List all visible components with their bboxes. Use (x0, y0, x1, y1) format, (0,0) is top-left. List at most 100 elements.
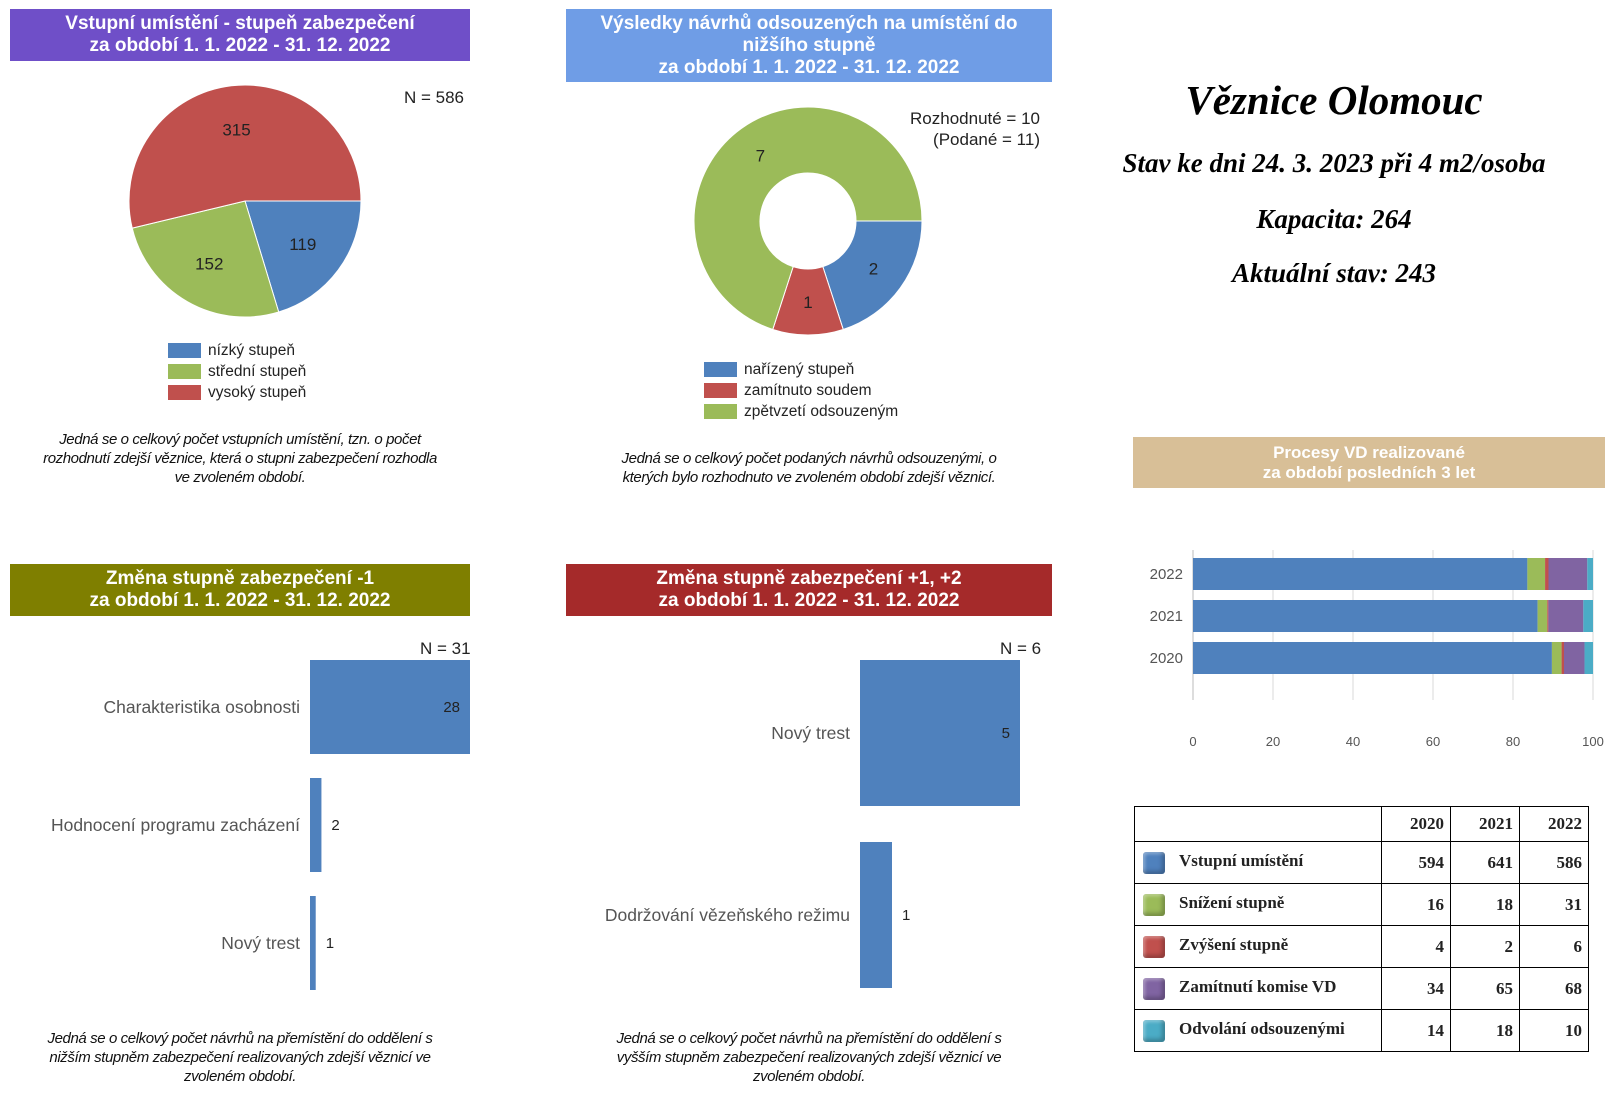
x-tick-label: 20 (1266, 734, 1280, 749)
legend-item-low: nízký stupeň (168, 340, 306, 361)
lower-degree-donut-chart: 2 1 7 (693, 106, 923, 336)
stacked-bar-segment (1193, 642, 1552, 674)
change-minus-note-line3: zvoleném období. (183, 1068, 296, 1085)
lower-degree-title-line2: nižšího stupně (742, 34, 876, 56)
change-minus-title: Změna stupně zabezpečení -1 za období 1.… (10, 564, 470, 616)
table-row-label-text: Zamítnutí komise VD (1179, 977, 1337, 997)
stacked-bar-segment (1193, 558, 1528, 590)
change-plus-title-line1: Změna stupně zabezpečení +1, +2 (656, 568, 962, 589)
change-plus-note-line2: vyšším stupněm zabezpečení realizovaných… (616, 1049, 1002, 1066)
entry-placement-title-line1: Vstupní umístění - stupeň zabezpečení (65, 13, 415, 34)
bar (310, 778, 322, 872)
bar (860, 660, 1020, 806)
green-square-icon (1143, 893, 1165, 916)
entry-placement-note-line3: ve zvoleném období. (174, 469, 306, 486)
legend-swatch-low (168, 343, 201, 358)
x-tick-label: 40 (1346, 734, 1360, 749)
pie-data-label: 1 (803, 293, 812, 312)
vd-processes-title: Procesy VD realizované za období posledn… (1133, 437, 1605, 488)
legend-label-ordered: nařízený stupeň (744, 360, 855, 378)
x-tick-label: 80 (1506, 734, 1520, 749)
entry-placement-note-line2: rozhodnutí zdejší věznice, která o stupn… (43, 450, 437, 467)
table-row-label-text: Zvýšení stupně (1179, 935, 1289, 955)
bar (310, 660, 470, 754)
table-row: Zamítnutí komise VD 34 65 68 (1134, 967, 1589, 1010)
lower-degree-note-line1: Jedná se o celkový počet podaných návrhů… (621, 450, 997, 467)
bar-category-label: Nový trest (221, 933, 300, 953)
bar (860, 842, 892, 988)
legend-item-ordered: nařízený stupeň (704, 359, 898, 380)
bar-category-label: Charakteristika osobnosti (104, 697, 300, 717)
pie-data-label: 152 (195, 254, 223, 273)
stacked-bar-segment (1561, 642, 1564, 674)
y-category-label: 2021 (1150, 608, 1183, 625)
change-plus-n-label: N = 6 (1000, 639, 1042, 658)
red-square-icon (1143, 935, 1165, 958)
pie-data-label: 7 (756, 146, 765, 165)
legend-label-rejected: zamítnuto soudem (744, 381, 872, 399)
legend-label-withdrawn: zpětvzetí odsouzeným (744, 402, 899, 420)
table-header-row: 2020 2021 2022 (1134, 806, 1589, 842)
table-header-empty (1134, 806, 1382, 842)
table-row-label-text: Snížení stupně (1179, 893, 1285, 913)
table-cell: 641 (1450, 841, 1520, 884)
legend-swatch-high (168, 385, 201, 400)
legend-item-rejected: zamítnuto soudem (704, 380, 898, 401)
stacked-bar-segment (1537, 600, 1548, 632)
table-header-2020: 2020 (1381, 806, 1451, 842)
vd-processes-title-line1: Procesy VD realizované (1273, 442, 1465, 462)
legend-swatch-medium (168, 364, 201, 379)
stacked-bar-segment (1587, 558, 1593, 590)
table-cell: 586 (1519, 841, 1589, 884)
pie-slice (244, 200, 362, 313)
table-header-2021: 2021 (1450, 806, 1520, 842)
legend-label-low: nízký stupeň (208, 341, 296, 359)
change-plus-title-line2: za období 1. 1. 2022 - 31. 12. 2022 (658, 590, 960, 611)
entry-placement-note: Jedná se o celkový počet vstupních umíst… (10, 430, 470, 487)
capacity: Kapacita: 264 (1256, 204, 1412, 234)
prison-name: Věznice Olomouc (1185, 77, 1483, 123)
table-cell: 68 (1519, 967, 1589, 1010)
table-cell: 31 (1519, 883, 1589, 926)
pie-data-label: 2 (869, 260, 878, 279)
table-row-label-text: Odvolání odsouzenými (1179, 1019, 1345, 1039)
stacked-bar-segment (1548, 558, 1588, 590)
legend-label-high: vysoký stupeň (208, 383, 307, 401)
y-category-label: 2020 (1150, 650, 1183, 667)
stacked-bar-segment (1563, 642, 1585, 674)
legend-label-medium: střední stupeň (208, 362, 307, 380)
entry-placement-note-line1: Jedná se o celkový počet vstupních umíst… (59, 431, 421, 448)
table-cell: 65 (1450, 967, 1520, 1010)
change-plus-note: Jedná se o celkový počet návrhů na přemí… (566, 1029, 1052, 1086)
bar-value-label: 1 (902, 907, 910, 924)
bar (310, 896, 316, 990)
lower-degree-decided-label: Rozhodnuté = 10 (910, 109, 1040, 128)
stacked-bar-segment (1545, 558, 1549, 590)
change-minus-bar-chart: Charakteristika osobnosti 28 Hodnocení pro… (51, 660, 470, 990)
legend-item-medium: střední stupeň (168, 361, 306, 382)
stacked-bar-segment (1547, 600, 1549, 632)
vd-processes-stacked-bar-chart: 0 20 40 60 80 100 2022 2021 2020 (1150, 550, 1604, 749)
table-row-label: Odvolání odsouzenými (1134, 1009, 1382, 1052)
lower-degree-submitted-label: (Podané = 11) (933, 130, 1040, 149)
stacked-bar-segment (1193, 600, 1538, 632)
stacked-bar-segment (1527, 558, 1546, 590)
lower-degree-title-line1: Výsledky návrhů odsouzených na umístění … (600, 12, 1018, 34)
change-plus-note-line3: zvoleném období. (752, 1068, 865, 1085)
status-date: Stav ke dni 24. 3. 2023 při 4 m2/osoba (1122, 148, 1546, 178)
stacked-bar-segment (1551, 642, 1562, 674)
table-row: Zvýšení stupně 4 2 6 (1134, 925, 1589, 968)
bar-category-label: Hodnocení programu zacházení (51, 815, 300, 835)
x-tick-label: 60 (1426, 734, 1440, 749)
y-category-label: 2022 (1150, 566, 1183, 583)
lower-degree-legend: nařízený stupeň zamítnuto soudem zpětvze… (704, 359, 898, 422)
pie-slice (131, 200, 280, 318)
pie-slice (822, 220, 923, 331)
table-row-label: Snížení stupně (1134, 883, 1382, 926)
table-row-label: Vstupní umístění (1134, 841, 1382, 884)
table-cell: 14 (1381, 1009, 1451, 1052)
purple-square-icon (1143, 977, 1165, 1000)
table-cell: 594 (1381, 841, 1451, 884)
pie-slice (693, 106, 923, 331)
change-minus-title-line2: za období 1. 1. 2022 - 31. 12. 2022 (89, 590, 391, 611)
